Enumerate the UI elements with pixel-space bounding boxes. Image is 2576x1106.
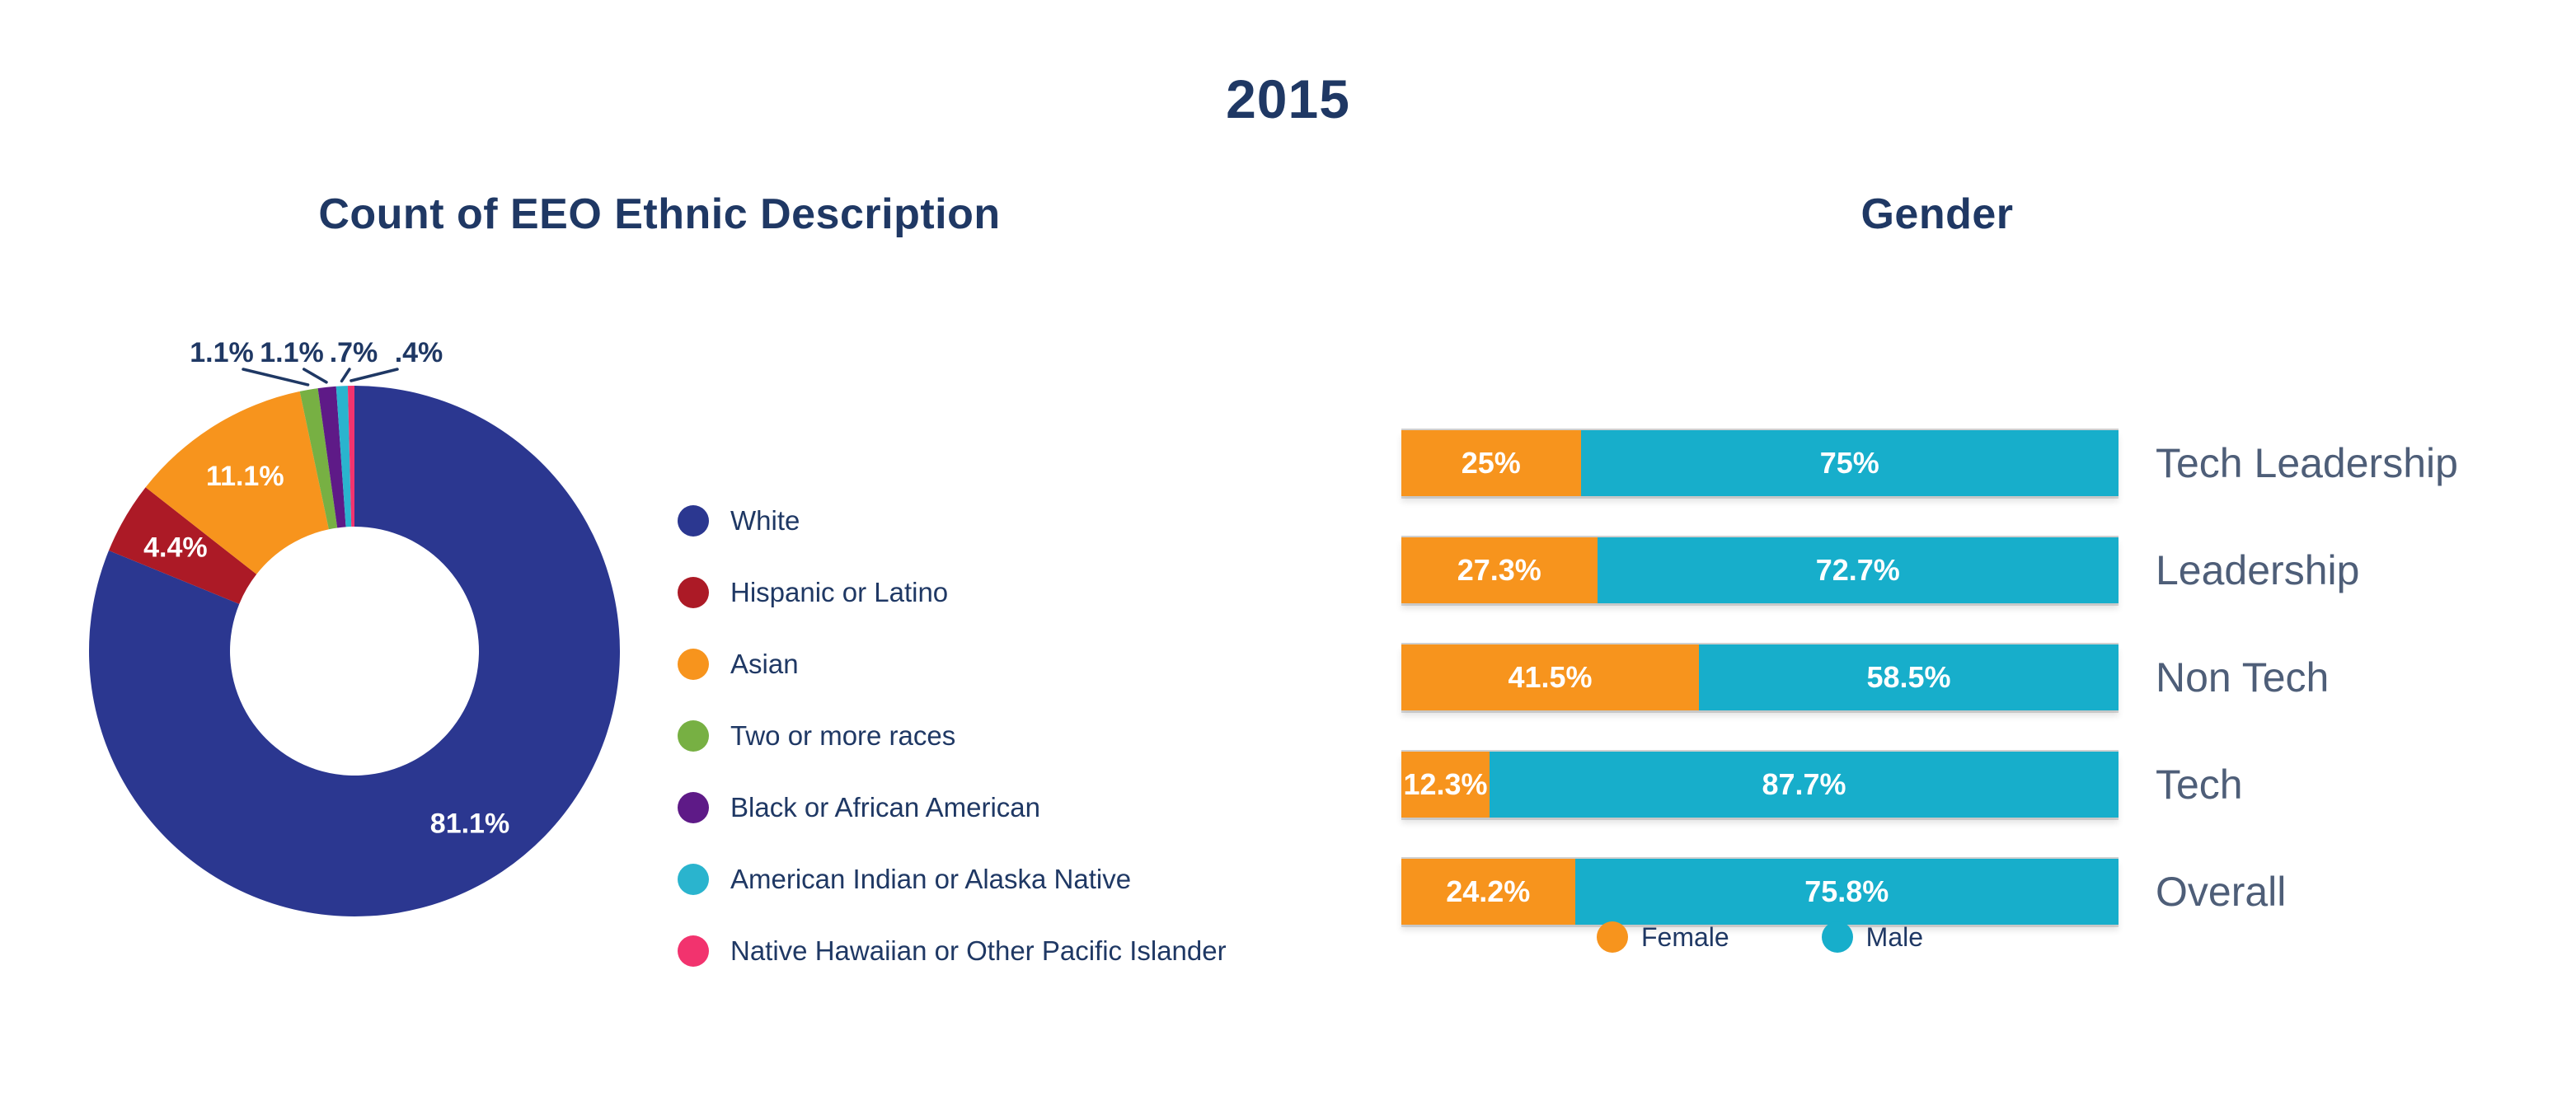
- pie-value-label-native-hawaiian-or-other-pacific-islander: .4%: [395, 337, 443, 368]
- bar-value-female-overall: 24.2%: [1446, 874, 1531, 908]
- pie-slice-hispanic-or-latino: [108, 487, 257, 604]
- bar-value-female-tech-leadership: 25%: [1461, 446, 1521, 480]
- bar-segment-male-tech: 87.7%: [1490, 752, 2119, 818]
- leader-line-two-or-more-races: [242, 368, 310, 387]
- bar-category-label-tech: Tech: [2156, 762, 2243, 808]
- bar-value-female-tech: 12.3%: [1403, 767, 1488, 801]
- pie-value-label-black-or-african-american: 1.1%: [260, 337, 324, 368]
- bar-segment-female-overall: 24.2%: [1401, 859, 1575, 925]
- pie-value-label-white: 81.1%: [430, 808, 509, 840]
- gender-bar-chart: 25% 75% Tech Leadership 27.3% 72.7% Leadershi…: [1401, 430, 2572, 966]
- legend-item-black-or-african-american: Black or African American: [678, 771, 1227, 843]
- bar-segment-male-overall: 75.8%: [1574, 859, 2119, 925]
- stacked-bar-tech-leadership: 25% 75%: [1401, 430, 2119, 496]
- legend-item-two-or-more-races: Two or more races: [678, 700, 1227, 771]
- legend-item-native-hawaiian-or-other-pacific-islander: Native Hawaiian or Other Pacific Islande…: [678, 915, 1227, 986]
- stacked-bar-non-tech: 41.5% 58.5%: [1401, 644, 2119, 710]
- pie-slice-two-or-more-races: [299, 388, 338, 530]
- pie-value-label-asian: 11.1%: [206, 461, 284, 492]
- legend-label-two-or-more-races: Two or more races: [730, 719, 956, 751]
- legend-swatch-icon-black-or-african-american: [678, 791, 709, 823]
- ethnicity-donut-chart: 81.1%4.4%11.1%1.1% 1.1% .7% .4%: [88, 337, 620, 917]
- legend-label-hispanic-or-latino: Hispanic or Latino: [730, 576, 949, 607]
- leader-line-native-hawaiian-or-other-pacific-islander: [350, 368, 399, 382]
- gender-chart-title: Gender: [1860, 190, 2014, 238]
- page-title: 2015: [1226, 68, 1350, 129]
- bar-segment-female-tech-leadership: 25%: [1401, 430, 1581, 496]
- gender-legend-swatch-icon-male: [1821, 921, 1853, 953]
- stacked-bar-overall: 24.2% 75.8%: [1401, 859, 2119, 925]
- pie-value-label-american-indian-or-alaska-native: .7%: [330, 337, 378, 368]
- bar-segment-male-non-tech: 58.5%: [1699, 644, 2119, 710]
- legend-label-american-indian-or-alaska-native: American Indian or Alaska Native: [730, 863, 1132, 894]
- pie-slice-asian: [145, 391, 329, 574]
- bar-value-male-non-tech: 58.5%: [1866, 660, 1951, 694]
- legend-item-hispanic-or-latino: Hispanic or Latino: [678, 556, 1227, 628]
- gender-bar-row-tech: 12.3% 87.7% Tech: [1401, 752, 2572, 818]
- bar-value-male-tech: 87.7%: [1762, 767, 1846, 801]
- pie-slice-native-hawaiian-or-other-pacific-islander: [347, 386, 354, 527]
- legend-item-asian: Asian: [678, 628, 1227, 700]
- leader-line-american-indian-or-alaska-native: [340, 368, 351, 383]
- legend-label-asian: Asian: [730, 648, 799, 679]
- legend-swatch-icon-american-indian-or-alaska-native: [678, 863, 709, 895]
- bar-category-label-non-tech: Non Tech: [2156, 654, 2330, 701]
- legend-item-white: White: [678, 485, 1227, 556]
- legend-swatch-icon-asian: [678, 648, 709, 680]
- bar-value-male-overall: 75.8%: [1804, 874, 1889, 908]
- legend-swatch-icon-white: [678, 504, 709, 537]
- bar-segment-female-non-tech: 41.5%: [1401, 644, 1700, 710]
- legend-label-black-or-african-american: Black or African American: [730, 791, 1040, 822]
- pie-value-label-two-or-more-races: 1.1%: [190, 337, 254, 368]
- pie-slice-black-or-african-american: [317, 386, 346, 528]
- bar-category-label-tech-leadership: Tech Leadership: [2156, 440, 2458, 486]
- bar-value-male-tech-leadership: 75%: [1819, 446, 1879, 480]
- legend-label-white: White: [730, 504, 800, 536]
- gender-bar-row-overall: 24.2% 75.8% Overall: [1401, 859, 2572, 925]
- bar-value-female-leadership: 27.3%: [1457, 553, 1541, 587]
- stacked-bar-leadership: 27.3% 72.7%: [1401, 537, 2119, 603]
- leader-line-black-or-african-american: [302, 368, 328, 384]
- bar-category-label-overall: Overall: [2156, 869, 2287, 915]
- bar-segment-male-leadership: 72.7%: [1597, 537, 2119, 603]
- bar-value-female-non-tech: 41.5%: [1508, 660, 1593, 694]
- pie-value-label-hispanic-or-latino: 4.4%: [143, 532, 208, 564]
- legend-swatch-icon-hispanic-or-latino: [678, 576, 709, 608]
- bar-segment-female-leadership: 27.3%: [1401, 537, 1598, 603]
- legend-swatch-icon-two-or-more-races: [678, 719, 709, 752]
- gender-legend-item-female: Female: [1596, 921, 1729, 953]
- gender-legend-label-female: Female: [1640, 921, 1729, 952]
- gender-legend-swatch-icon-female: [1596, 921, 1628, 953]
- bar-segment-female-tech: 12.3%: [1401, 752, 1490, 818]
- bar-category-label-leadership: Leadership: [2156, 547, 2360, 593]
- ethnicity-legend: White Hispanic or Latino Asian Two or more …: [678, 485, 1227, 986]
- legend-swatch-icon-native-hawaiian-or-other-pacific-islander: [678, 935, 709, 967]
- gender-legend-label-male: Male: [1865, 921, 1924, 952]
- bar-segment-male-tech-leadership: 75%: [1580, 430, 2119, 496]
- gender-bar-row-non-tech: 41.5% 58.5% Non Tech: [1401, 644, 2572, 710]
- stacked-bar-tech: 12.3% 87.7%: [1401, 752, 2119, 818]
- pie-slice-white: [88, 386, 620, 917]
- gender-legend-item-male: Male: [1821, 921, 1924, 953]
- legend-label-native-hawaiian-or-other-pacific-islander: Native Hawaiian or Other Pacific Islande…: [730, 935, 1227, 966]
- gender-legend: Female Male: [1401, 921, 2119, 953]
- gender-bar-row-leadership: 27.3% 72.7% Leadership: [1401, 537, 2572, 603]
- bar-value-male-leadership: 72.7%: [1815, 553, 1900, 587]
- ethnicity-chart-title: Count of EEO Ethnic Description: [318, 190, 1001, 238]
- pie-slice-american-indian-or-alaska-native: [335, 386, 352, 527]
- legend-item-american-indian-or-alaska-native: American Indian or Alaska Native: [678, 843, 1227, 915]
- gender-bar-row-tech-leadership: 25% 75% Tech Leadership: [1401, 430, 2572, 496]
